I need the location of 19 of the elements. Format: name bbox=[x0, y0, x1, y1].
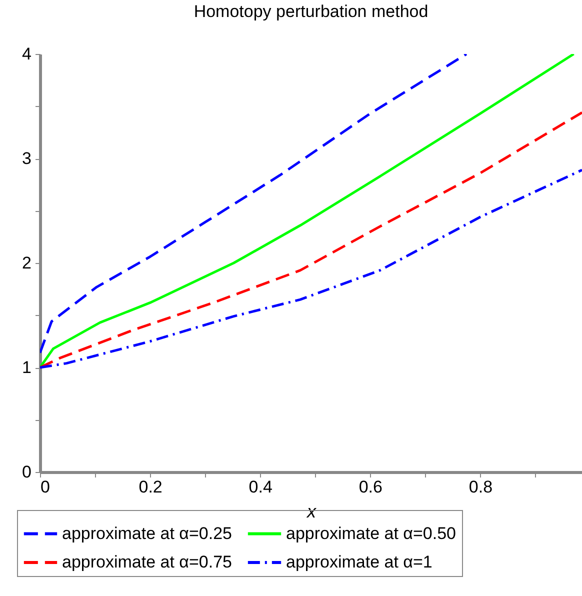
y-tick-label: 0 bbox=[22, 462, 32, 482]
x-tick-label: 0 bbox=[40, 478, 50, 496]
line-series bbox=[40, 54, 468, 354]
x-tick-label: 0.8 bbox=[468, 478, 493, 496]
y-tick-label: 2 bbox=[22, 254, 32, 272]
line-series bbox=[40, 54, 575, 369]
x-tick-label: 0.2 bbox=[138, 478, 162, 496]
x-tick-label: 0.4 bbox=[248, 478, 272, 496]
legend-label: approximate at α=0.25 bbox=[62, 524, 232, 543]
legend-label: approximate at α=0.50 bbox=[286, 524, 456, 543]
y-tick-label: 4 bbox=[22, 44, 32, 64]
chart-title: Homotopy perturbation method bbox=[194, 2, 428, 21]
legend-label: approximate at α=0.75 bbox=[62, 552, 232, 572]
legend-label: approximate at α=1 bbox=[286, 552, 432, 572]
y-tick-label: 1 bbox=[22, 358, 32, 377]
line-series bbox=[40, 168, 582, 369]
y-tick-label: 3 bbox=[22, 149, 32, 168]
x-tick-label: 0.6 bbox=[358, 478, 382, 496]
line-series bbox=[40, 111, 582, 369]
